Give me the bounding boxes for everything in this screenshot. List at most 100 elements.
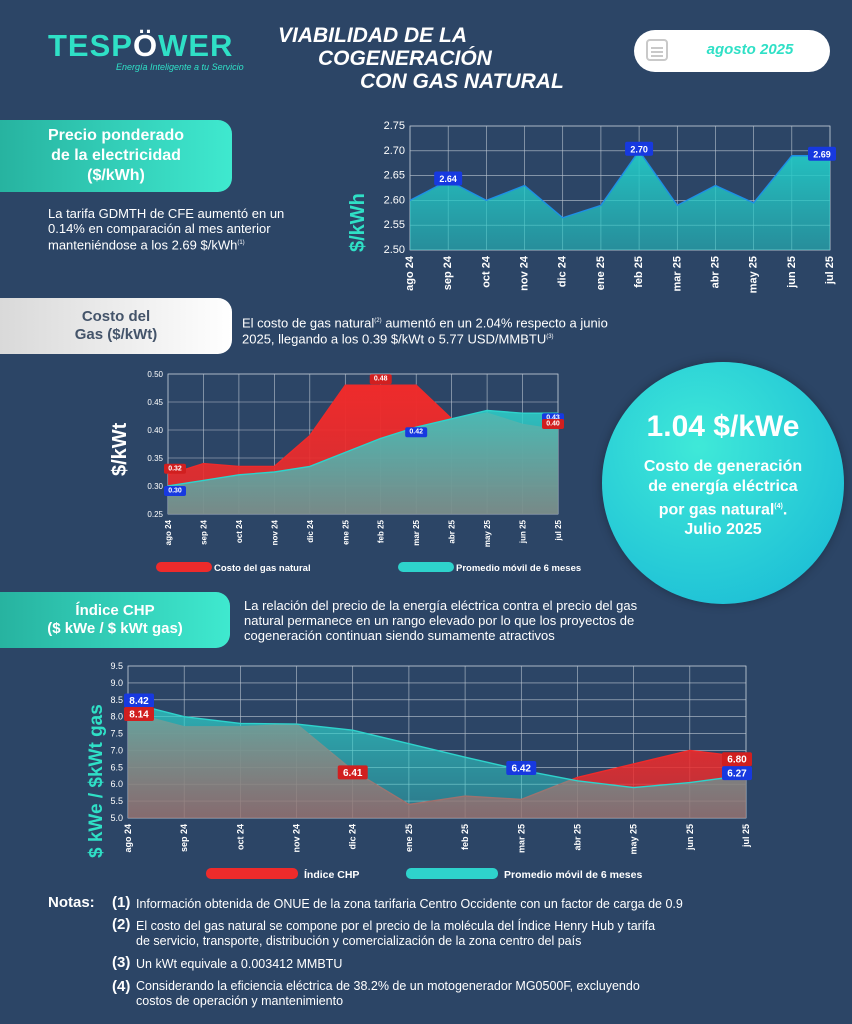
y-tick-label: 0.30 [147,482,163,491]
x-tick-label: jul 25 [824,256,836,285]
x-tick-label: dic 24 [557,255,569,287]
data-label-text: 0.32 [168,465,182,472]
chart-chp-index: 8.42 8.14 6.41 6.42 6.80 6.27 9.5 9.0 8.5 8.0 7.5… [86,661,752,881]
x-tick-label: ene 25 [404,824,414,852]
x-tick-label: oct 24 [235,824,245,850]
generation-cost-value: 1.04 $/kWe [646,410,800,443]
x-tick-label: nov 24 [519,255,531,291]
x-tick-label: abr 25 [572,824,582,851]
x-tick-label: mar 25 [412,519,421,545]
data-label-text: 6.27 [727,769,747,780]
x-tick-label: oct 24 [235,519,244,543]
data-label-text: 0.30 [168,488,182,495]
data-label-text: 6.41 [343,768,363,779]
section2-text: El costo de gas natural(2) aumentó en un… [242,315,608,347]
y-tick-label: 2.50 [384,244,405,256]
x-tick-label: ago 24 [123,824,133,853]
y-tick-label: 9.5 [110,661,123,671]
data-label: 2.64 [434,171,463,186]
data-label-text: 0.42 [409,429,423,436]
data-label: 8.42 [124,693,154,708]
y-tick-label: 5.5 [110,796,123,806]
data-label: 0.42 [405,427,428,438]
chart1-ylabel: $/kWh [347,193,369,252]
y-tick-label: 0.40 [147,426,163,435]
x-tick-label: ago 24 [404,255,416,291]
series-line-1 [127,701,747,789]
y-tick-label: 2.65 [384,170,405,182]
section-tab-gas-cost: Costo del Gas ($/kWt) [0,298,232,354]
y-tick-label: 0.50 [147,370,163,379]
data-label: 0.32 [164,463,186,474]
legend-label-moving-avg-gas: Promedio móvil de 6 meses [456,563,581,574]
x-tick-label: may 25 [629,824,639,855]
section-tab-electricity-price: Precio ponderado de la electricidad ($/k… [0,120,232,192]
legend-swatch-gas-cost [156,562,212,572]
section1-text: La tarifa GDMTH de CFE aumentó en un 0.1… [48,206,285,253]
y-tick-label: 0.35 [147,454,163,463]
y-tick-label: 0.45 [147,398,163,407]
x-tick-label: mar 25 [671,256,683,291]
brand-name: TESPÖWER [48,28,234,63]
x-tick-label: dic 24 [306,519,315,542]
y-tick-label: 6.0 [110,779,123,789]
x-tick-label: jun 25 [685,824,695,851]
legend-swatch-chp-index [206,868,298,879]
data-label-text: 6.80 [727,755,747,766]
y-tick-label: 2.60 [384,194,405,206]
date-badge: agosto 2025 [634,30,830,72]
x-tick-label: abr 25 [448,519,457,543]
x-tick-label: abr 25 [709,256,721,288]
legend-swatch-moving-avg-gas [398,562,454,572]
legend-label-moving-avg-chp: Promedio móvil de 6 meses [504,869,642,881]
x-tick-label: ago 24 [164,519,173,545]
section-tab-chp-index: Índice CHP ($ kWe / $ kWt gas) [0,592,230,648]
x-tick-label: sep 24 [442,255,454,290]
note-1: (1) Información obtenida de ONUE de la z… [112,894,683,911]
x-tick-label: jun 25 [786,256,798,289]
x-tick-label: sep 24 [199,519,208,544]
data-label: 6.42 [506,761,537,776]
data-label-text: 2.70 [630,144,648,154]
x-tick-label: jul 25 [554,519,563,541]
y-tick-label: 6.5 [110,762,123,772]
x-tick-label: feb 25 [460,824,470,850]
data-label-text: 6.42 [512,764,532,775]
y-tick-label: 0.25 [147,510,163,519]
x-tick-label: oct 24 [480,255,492,288]
data-label: 8.14 [124,706,154,721]
data-label: 2.70 [625,141,654,156]
x-tick-label: nov 24 [292,824,302,853]
series-area-1 [128,702,746,818]
y-tick-label: 9.0 [110,678,123,688]
chart-gas-cost: 0.320.300.480.420.430.40 0.500.450.400.3… [109,370,581,574]
x-tick-label: ene 25 [341,519,350,544]
x-tick-label: jun 25 [519,519,528,544]
series-area-1 [168,410,558,514]
legend-swatch-moving-avg-chp [406,868,498,879]
note-4: (4) Considerando la eficiencia eléctrica… [112,978,640,1008]
date-text: agosto 2025 [706,41,794,58]
data-label: 6.27 [722,766,752,781]
y-tick-label: 7.0 [110,745,123,755]
data-label-text: 0.40 [546,421,560,428]
data-label: 6.41 [337,765,368,780]
x-tick-label: ene 25 [595,256,607,290]
chart2-ylabel: $/kWt [109,422,131,476]
generation-cost-description: Costo de generación de energía eléctrica… [643,458,803,539]
y-tick-label: 7.5 [110,729,123,739]
legend-label-chp-index: Índice CHP [304,868,359,881]
series-area-0 [410,150,830,250]
data-label: 0.40 [542,419,564,429]
data-label-text: 8.14 [129,709,149,720]
y-tick-label: 8.0 [110,712,123,722]
y-tick-label: 2.55 [384,219,405,231]
y-tick-label: 2.75 [384,120,405,132]
notes-label: Notas: [48,894,95,911]
y-tick-label: 5.0 [110,813,123,823]
data-label-text: 0.43 [546,415,560,422]
legend-label-gas-cost: Costo del gas natural [214,563,311,574]
brand-tagline: Energía Inteligente a tu Servicio [116,62,244,72]
x-tick-label: may 25 [483,519,492,547]
chart-electricity-price: 2.64 2.70 2.69 2.75 2.70 2.65 2.60 2.55 2.50 ag… [347,120,836,293]
